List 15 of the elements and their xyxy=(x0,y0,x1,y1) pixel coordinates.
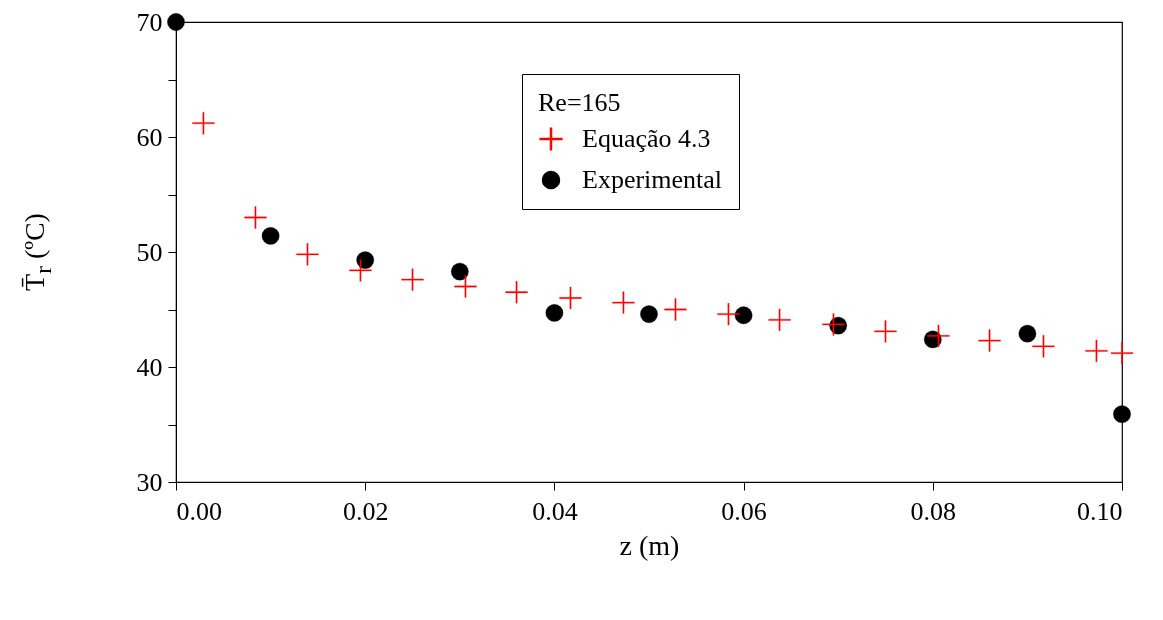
legend-label: Experimental xyxy=(582,165,723,194)
legend-label: Equação 4.3 xyxy=(582,124,711,153)
x-tick-label: 0.08 xyxy=(910,496,957,526)
x-tick-label: 0.10 xyxy=(1077,496,1123,526)
y-tick-label: 30 xyxy=(136,467,163,497)
y-tick-label: 70 xyxy=(136,7,163,37)
x-tick-label: 0.04 xyxy=(532,496,578,526)
x-axis-title: z (m) xyxy=(619,529,680,561)
legend-title: Re=165 xyxy=(538,88,621,117)
x-tick-label: 0.00 xyxy=(176,496,222,526)
y-tick-label: 40 xyxy=(136,352,163,382)
x-tick-label: 0.02 xyxy=(342,496,389,526)
y-tick-label: 60 xyxy=(136,122,163,152)
x-tick-label: 0.06 xyxy=(721,496,767,526)
y-tick-label: 50 xyxy=(136,237,163,267)
